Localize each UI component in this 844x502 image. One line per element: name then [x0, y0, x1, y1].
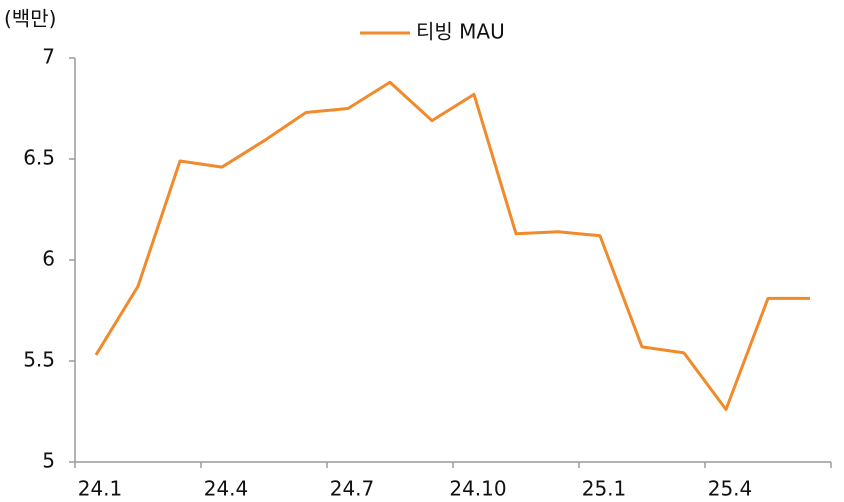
x-tick-label: 24.7: [330, 477, 375, 501]
x-tick-label: 25.4: [708, 477, 753, 501]
y-tick-label: 6.5: [23, 146, 55, 170]
y-tick-label: 6: [42, 247, 55, 271]
legend-label: 티빙 MAU: [416, 20, 505, 44]
series-line: [94, 80, 810, 411]
y-axis-label: (백만): [4, 7, 56, 31]
x-tick-label: 25.1: [582, 477, 627, 501]
x-tick-label: 24.4: [204, 477, 249, 501]
x-tick-label: 24.1: [78, 477, 123, 501]
y-tick-label: 5: [42, 449, 55, 473]
x-tick-label: 24.10: [449, 477, 506, 501]
y-tick-label: 7: [42, 45, 55, 69]
y-tick-label: 5.5: [23, 348, 55, 372]
